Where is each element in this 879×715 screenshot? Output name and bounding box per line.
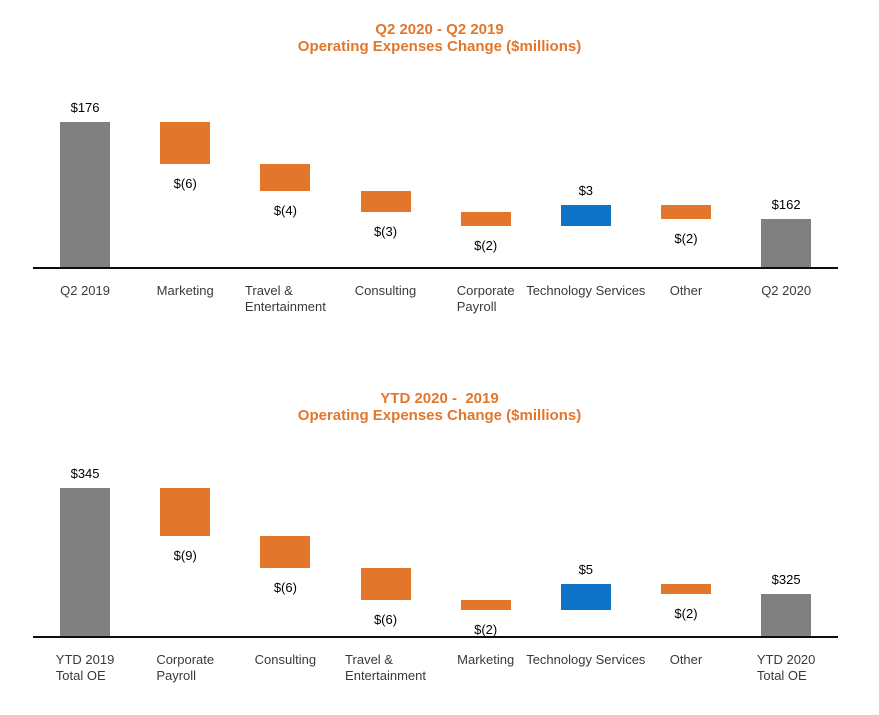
value-label: $3 xyxy=(578,183,594,199)
category-label: Technology Services xyxy=(526,652,645,668)
waterfall-bar-decrease xyxy=(460,212,511,227)
category-label-line: Entertainment xyxy=(345,668,426,683)
category-label-line: Marketing xyxy=(156,283,214,298)
category-label-line: Other xyxy=(669,283,703,298)
plot-area: $345 YTD 2019 Total OE $(9) Corporate Payroll… xyxy=(0,369,879,715)
category-label-line: Corporate xyxy=(456,283,515,298)
plot-area: $176 Q2 2019 $(6) Marketing $(4) Travel & Ente… xyxy=(0,0,879,357)
category-label: Travel & Entertainment xyxy=(245,283,326,315)
category-label-line: Corporate xyxy=(156,652,215,667)
value-label: $(2) xyxy=(474,622,498,638)
category-label-line: Consulting xyxy=(354,283,417,298)
category-label: Q2 2020 xyxy=(761,283,811,299)
value-label: $5 xyxy=(578,561,594,577)
value-label: $(6) xyxy=(173,175,197,191)
waterfall-bar-decrease xyxy=(660,583,711,595)
category-label: Consulting xyxy=(255,652,316,668)
waterfall-bar-decrease xyxy=(460,599,511,611)
chart-title-block: Q2 2020 - Q2 2019 Operating Expenses Cha… xyxy=(0,21,879,55)
category-label: Corporate Payroll xyxy=(156,652,214,684)
waterfall-bar-decrease xyxy=(160,487,211,536)
category-label: Other xyxy=(670,652,703,668)
category-label-line: Other xyxy=(669,652,703,667)
waterfall-bar-decrease xyxy=(160,121,211,164)
waterfall-bar-decrease xyxy=(260,535,311,568)
category-label: YTD 2020 Total OE xyxy=(757,652,816,684)
ytd-waterfall-chart: YTD 2020 - 2019 Operating Expenses Chang… xyxy=(0,369,879,715)
value-label: $(3) xyxy=(373,224,398,240)
waterfall-bar-total xyxy=(60,487,111,637)
category-label-line: Consulting xyxy=(254,652,317,667)
category-label-line: Travel & xyxy=(244,283,293,298)
waterfall-bar-decrease xyxy=(360,191,411,213)
q2-waterfall-chart: Q2 2020 - Q2 2019 Operating Expenses Cha… xyxy=(0,0,879,357)
category-label: Q2 2019 xyxy=(60,283,110,299)
category-label-line: Payroll xyxy=(456,299,497,314)
category-label: Marketing xyxy=(157,283,214,299)
category-label-line: YTD 2020 xyxy=(756,652,816,667)
value-label: $162 xyxy=(771,197,801,213)
category-label-line: Q2 2020 xyxy=(761,283,812,298)
category-label-line: Travel & xyxy=(345,652,393,667)
category-label-line: Technology Services xyxy=(526,283,646,298)
waterfall-bar-total xyxy=(60,121,111,268)
value-label: $(2) xyxy=(674,606,698,622)
value-label: $345 xyxy=(70,465,100,481)
category-label: Consulting xyxy=(355,283,416,299)
chart-subtitle: Operating Expenses Change ($millions) xyxy=(297,407,582,424)
category-label: Corporate Payroll xyxy=(457,283,515,315)
value-label: $(6) xyxy=(373,611,398,627)
waterfall-bar-increase xyxy=(560,583,611,611)
value-label: $(9) xyxy=(173,547,197,563)
value-label: $(2) xyxy=(474,238,498,254)
waterfall-bar-total xyxy=(761,594,812,637)
category-label-line: Q2 2019 xyxy=(60,283,110,298)
category-label-line: YTD 2019 xyxy=(55,652,115,667)
category-label-line: Total OE xyxy=(756,668,807,683)
chart-title: Q2 2020 - Q2 2019 xyxy=(375,21,504,38)
category-label-line: Marketing xyxy=(457,652,515,667)
category-label: Travel & Entertainment xyxy=(345,652,426,684)
chart-title: YTD 2020 - 2019 xyxy=(380,390,499,407)
x-axis-line xyxy=(33,267,838,269)
category-label-line: Technology Services xyxy=(526,652,646,667)
value-label: $325 xyxy=(771,572,801,588)
category-label-line: Total OE xyxy=(55,668,106,683)
waterfall-bar-total xyxy=(761,219,812,268)
category-label: Other xyxy=(670,283,703,299)
value-label: $(4) xyxy=(273,203,297,219)
value-label: $(6) xyxy=(273,579,297,595)
x-axis-line xyxy=(33,636,838,638)
category-label-line: Entertainment xyxy=(244,299,326,314)
waterfall-bar-increase xyxy=(560,205,611,227)
value-label: $176 xyxy=(70,99,100,115)
value-label: $(2) xyxy=(674,231,698,247)
category-label: Marketing xyxy=(457,652,514,668)
waterfall-bar-decrease xyxy=(660,205,711,220)
chart-subtitle: Operating Expenses Change ($millions) xyxy=(297,38,582,55)
category-label: YTD 2019 Total OE xyxy=(56,652,115,684)
category-label-line: Payroll xyxy=(156,668,197,683)
waterfall-bar-decrease xyxy=(260,163,311,192)
category-label: Technology Services xyxy=(526,283,645,299)
waterfall-bar-decrease xyxy=(360,567,411,600)
chart-title-block: YTD 2020 - 2019 Operating Expenses Chang… xyxy=(0,390,879,424)
